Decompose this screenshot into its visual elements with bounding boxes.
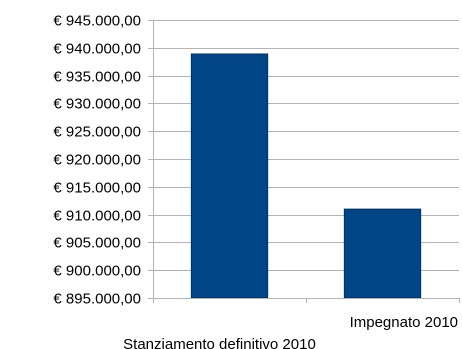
axes — [148, 20, 460, 303]
x-category-labels: Stanziamento definitivo 2010 Impegnato 20… — [123, 314, 458, 349]
y-tick-label: € 935.000,00 — [53, 69, 141, 86]
y-tick-label: € 925.000,00 — [53, 124, 141, 141]
y-tick-label: € 915.000,00 — [53, 180, 141, 197]
y-tick-label: € 910.000,00 — [53, 208, 141, 225]
y-tick-label: € 920.000,00 — [53, 152, 141, 169]
x-category-label: Impegnato 2010 — [350, 314, 458, 331]
y-tick-label: € 945.000,00 — [53, 13, 141, 30]
y-tick-label: € 905.000,00 — [53, 235, 141, 252]
bar — [190, 53, 269, 299]
y-tick-labels: € 895.000,00 € 900.000,00 € 905.000,00 € 91… — [53, 13, 141, 308]
y-tick-label: € 900.000,00 — [53, 263, 141, 280]
y-tick-label: € 940.000,00 — [53, 41, 141, 58]
bar — [343, 208, 422, 299]
y-tick-label: € 930.000,00 — [53, 96, 141, 113]
bars — [190, 53, 422, 299]
y-tick-label: € 895.000,00 — [53, 291, 141, 308]
x-category-label: Stanziamento definitivo 2010 — [123, 336, 316, 349]
